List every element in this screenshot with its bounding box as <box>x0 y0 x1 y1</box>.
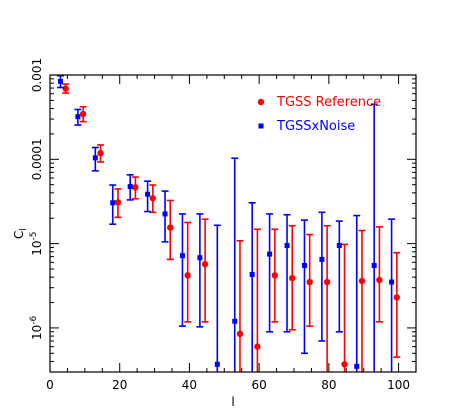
x-tick-label: 100 <box>387 378 410 392</box>
data-point <box>301 263 307 269</box>
data-point <box>232 318 238 324</box>
data-point <box>62 85 69 92</box>
data-point <box>114 199 122 206</box>
data-point <box>267 251 273 257</box>
ticks-layer <box>49 74 416 373</box>
data-point <box>236 330 244 338</box>
y-axis-label-sub: l <box>19 228 29 231</box>
legend: TGSS Reference TGSSxNoise <box>257 95 381 134</box>
data-point <box>184 272 191 279</box>
data-point <box>319 256 325 262</box>
y-axis-label-main: C <box>12 231 26 239</box>
data-point <box>323 278 331 286</box>
y-tick-label-exponent: -5 <box>29 231 39 240</box>
x-tick-label: 0 <box>46 378 54 392</box>
y-tick-label: 0.001 <box>30 58 44 92</box>
legend-marker <box>258 123 264 129</box>
data-point <box>92 155 98 161</box>
legend-label: TGSSxNoise <box>276 119 355 134</box>
data-point <box>336 242 342 248</box>
x-tick-label: 60 <box>252 378 267 392</box>
y-tick-label-base: 10 <box>30 325 44 340</box>
y-tick-label-exponent: -6 <box>29 316 39 325</box>
data-point <box>79 110 87 118</box>
data-point <box>393 294 401 301</box>
data-point <box>162 211 168 217</box>
x-tick-label: 40 <box>182 378 197 392</box>
data-point <box>389 279 395 285</box>
plot-frame <box>49 74 417 373</box>
data-point <box>127 184 133 190</box>
series-tgssxnoise <box>56 74 396 372</box>
data-point <box>167 224 174 231</box>
legend-marker <box>257 98 265 106</box>
data-point <box>341 361 348 368</box>
data-point <box>254 343 261 350</box>
y-tick-label: 0.0001 <box>30 138 44 180</box>
data-point <box>306 278 313 286</box>
data-point <box>179 253 185 259</box>
data-point <box>358 277 366 285</box>
series-tgss-reference <box>62 83 401 372</box>
data-point <box>201 260 209 268</box>
y-axis-label: Cl <box>12 228 29 239</box>
data-point <box>57 78 63 84</box>
data-layer <box>56 74 401 372</box>
data-point <box>97 150 104 157</box>
data-point <box>75 114 81 120</box>
data-point <box>371 263 377 269</box>
data-point <box>149 195 157 202</box>
data-point <box>376 276 383 284</box>
legend-label: TGSS Reference <box>276 95 381 110</box>
data-point <box>197 255 203 261</box>
data-point <box>214 361 220 367</box>
y-tick-label-base: 10 <box>30 240 44 255</box>
data-point <box>110 200 116 206</box>
data-point <box>284 242 290 248</box>
x-tick-label: 80 <box>321 378 336 392</box>
data-point <box>145 191 151 197</box>
y-tick-label: 10-5 <box>29 231 44 255</box>
data-point <box>271 272 279 279</box>
data-point <box>132 184 139 191</box>
data-point <box>289 274 296 282</box>
data-point <box>354 363 360 369</box>
x-axis-label: l <box>231 395 234 409</box>
x-tick-label: 20 <box>112 378 127 392</box>
y-tick-label: 10-6 <box>29 316 44 341</box>
data-point <box>249 272 255 278</box>
